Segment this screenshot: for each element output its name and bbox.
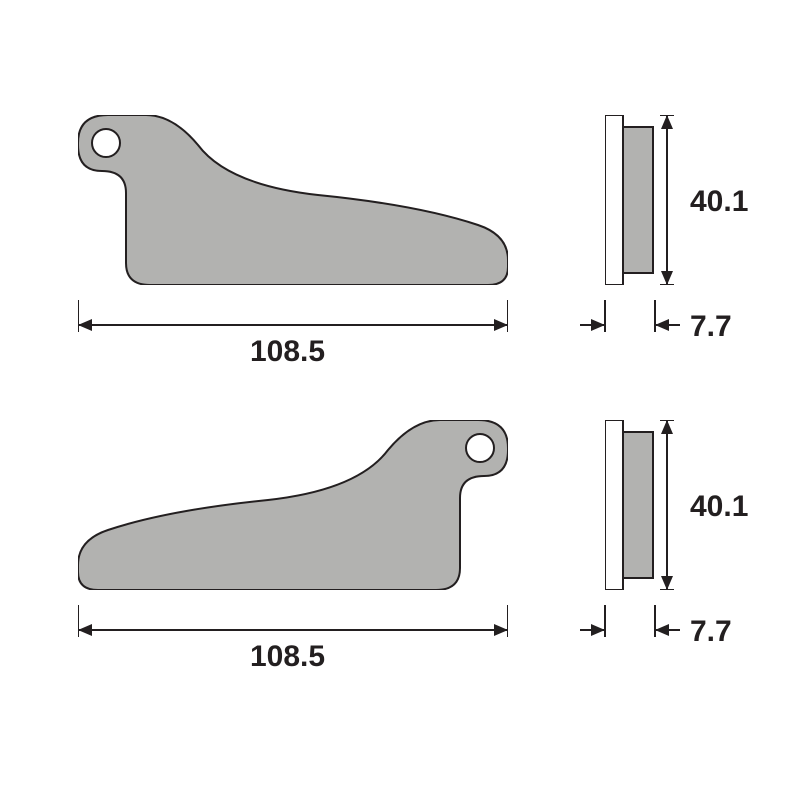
lower-width-dimension [78,605,508,645]
lower-width-label: 108.5 [250,640,325,674]
lower-height-dimension [660,420,680,590]
upper-thickness-dimension [580,300,680,340]
upper-thickness-label: 7.7 [690,310,732,344]
lower-height-label: 40.1 [690,490,748,524]
lower-side-view [605,420,655,590]
upper-width-dimension [78,300,508,340]
upper-pad-front [78,115,508,285]
lower-pad-front [78,420,508,590]
upper-height-dimension [660,115,680,285]
brake-pad-dimension-figure: 108.5 40.1 7.7 [0,0,800,800]
lower-thickness-dimension [580,605,680,645]
upper-side-view [605,115,655,285]
lower-thickness-label: 7.7 [690,615,732,649]
upper-width-label: 108.5 [250,335,325,369]
upper-height-label: 40.1 [690,185,748,219]
